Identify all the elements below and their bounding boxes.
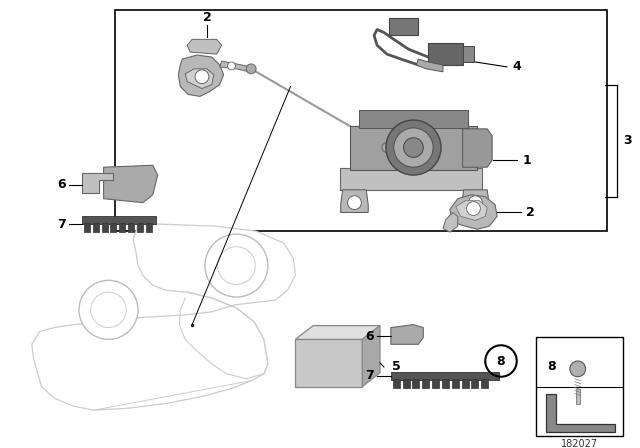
Polygon shape — [104, 165, 157, 202]
Bar — [576, 388, 580, 404]
Polygon shape — [391, 325, 423, 345]
Polygon shape — [179, 55, 223, 96]
Bar — [119, 223, 125, 232]
Bar — [422, 379, 429, 388]
Circle shape — [570, 361, 586, 377]
Circle shape — [195, 70, 209, 84]
Bar — [428, 43, 463, 65]
Polygon shape — [463, 129, 492, 167]
Text: 1: 1 — [522, 154, 531, 167]
Bar — [84, 223, 90, 232]
Polygon shape — [443, 212, 458, 232]
Polygon shape — [32, 223, 296, 410]
Circle shape — [386, 120, 441, 175]
Polygon shape — [296, 326, 380, 340]
Bar — [391, 372, 499, 380]
Circle shape — [382, 142, 392, 152]
Bar — [340, 168, 483, 190]
Circle shape — [91, 292, 126, 327]
Bar — [403, 379, 410, 388]
Text: 3: 3 — [623, 134, 632, 147]
Bar — [442, 379, 449, 388]
Bar — [102, 223, 108, 232]
Text: 2: 2 — [526, 206, 535, 219]
Circle shape — [218, 247, 255, 284]
Text: 4: 4 — [513, 60, 521, 73]
Polygon shape — [450, 195, 497, 229]
Bar — [93, 223, 99, 232]
Bar — [536, 337, 623, 436]
Circle shape — [467, 202, 481, 215]
Bar — [128, 223, 134, 232]
Bar — [393, 379, 399, 388]
Circle shape — [404, 138, 423, 157]
Text: 8: 8 — [547, 360, 556, 374]
Text: 8: 8 — [497, 354, 506, 367]
Circle shape — [205, 234, 268, 297]
Polygon shape — [362, 326, 380, 387]
Polygon shape — [461, 190, 489, 212]
Bar — [115, 10, 607, 231]
Text: 182027: 182027 — [561, 439, 598, 448]
Polygon shape — [417, 59, 443, 72]
Text: 6: 6 — [365, 330, 374, 343]
Text: 7: 7 — [57, 218, 66, 231]
Text: 5: 5 — [392, 360, 401, 374]
Bar — [481, 379, 488, 388]
Circle shape — [228, 62, 236, 70]
Circle shape — [468, 196, 483, 210]
Bar — [359, 110, 468, 128]
Circle shape — [394, 128, 433, 167]
Circle shape — [246, 64, 256, 74]
Bar — [137, 223, 143, 232]
Text: 6: 6 — [57, 178, 66, 191]
Bar — [146, 223, 152, 232]
Polygon shape — [82, 173, 113, 193]
Circle shape — [79, 280, 138, 340]
Bar — [296, 340, 362, 387]
Polygon shape — [340, 190, 368, 212]
Bar — [461, 379, 468, 388]
Circle shape — [348, 196, 362, 210]
Bar — [82, 216, 156, 224]
Text: 2: 2 — [202, 11, 211, 24]
Polygon shape — [456, 201, 487, 220]
Text: 7: 7 — [365, 369, 374, 382]
Bar — [111, 223, 116, 232]
Bar — [463, 46, 474, 62]
Polygon shape — [188, 39, 221, 54]
Bar — [432, 379, 439, 388]
Polygon shape — [547, 394, 615, 432]
Bar — [349, 126, 477, 170]
Bar — [452, 379, 459, 388]
Bar — [412, 379, 419, 388]
Polygon shape — [220, 61, 251, 72]
Bar — [389, 18, 419, 35]
Polygon shape — [185, 69, 214, 89]
Bar — [472, 379, 478, 388]
